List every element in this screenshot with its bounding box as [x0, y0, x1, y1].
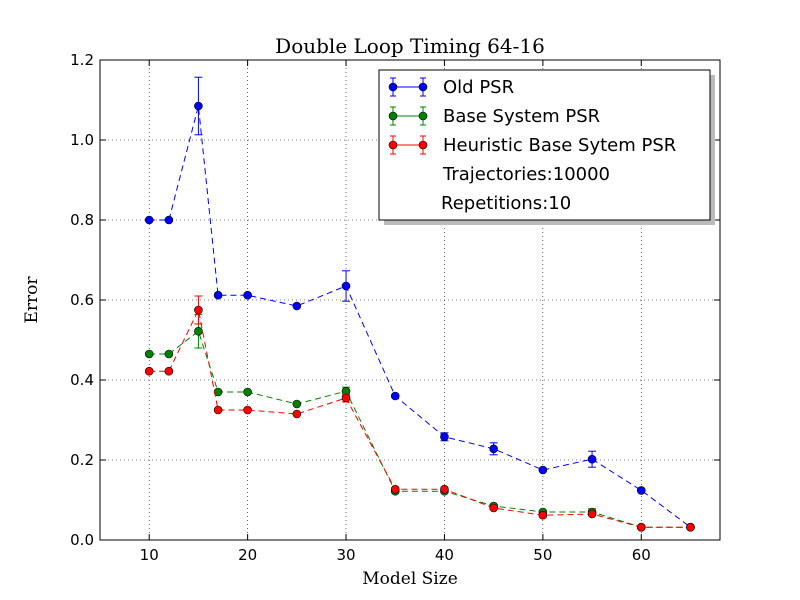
y-tick-label: 0.2 — [70, 451, 94, 469]
y-tick-label: 0.4 — [70, 371, 94, 389]
y-tick-label: 1.0 — [70, 131, 94, 149]
series-group — [144, 76, 695, 532]
data-point — [341, 281, 351, 291]
x-tick-label: 10 — [140, 546, 159, 564]
data-point — [636, 486, 646, 495]
data-point — [243, 290, 252, 300]
data-point — [164, 215, 174, 225]
data-point — [686, 522, 695, 532]
data-point — [489, 444, 498, 454]
legend-label: Old PSR — [443, 77, 514, 98]
data-point — [538, 465, 548, 475]
data-point — [390, 391, 400, 401]
legend-marker — [418, 111, 428, 121]
data-point — [243, 387, 252, 397]
series-line — [149, 105, 691, 528]
legend-marker — [418, 140, 428, 150]
data-point — [213, 290, 223, 300]
legend-marker — [388, 82, 398, 92]
y-tick-label: 0.0 — [70, 531, 94, 549]
legend-box — [378, 69, 711, 221]
legend-marker — [418, 82, 428, 92]
data-point — [587, 509, 597, 519]
data-point — [292, 301, 302, 311]
legend-marker — [388, 140, 398, 150]
legend-label: Heuristic Base Sytem PSR — [443, 135, 676, 156]
x-tick-label: 50 — [533, 546, 552, 564]
y-tick-label: 1.2 — [70, 51, 94, 69]
data-point — [194, 305, 203, 315]
data-point — [440, 432, 449, 442]
x-tick-label: 40 — [435, 546, 454, 564]
series-layer — [144, 76, 695, 532]
y-axis-label: Error — [22, 276, 42, 324]
data-point — [636, 522, 646, 532]
data-point — [538, 510, 548, 520]
data-point — [213, 405, 223, 415]
data-point — [194, 101, 203, 111]
legend-note-trajectories: Trajectories:10000 — [442, 164, 610, 185]
data-point — [292, 399, 302, 409]
data-point — [144, 349, 154, 359]
chart-title: Double Loop Timing 64-16 — [275, 34, 545, 58]
data-point — [440, 484, 449, 494]
ticks: 10 20 30 40 50 60 0.0 0.2 0.4 0.6 0.8 1.0 1.2 — [70, 51, 720, 564]
series-line — [149, 330, 691, 528]
y-tick-label: 0.6 — [70, 291, 94, 309]
x-tick-label: 20 — [238, 546, 257, 564]
y-tick-label: 0.8 — [70, 211, 94, 229]
x-tick-label: 30 — [336, 546, 355, 564]
legend-marker — [388, 111, 398, 121]
data-point — [489, 503, 498, 513]
data-point — [243, 405, 252, 415]
series-line — [149, 308, 691, 528]
data-point — [144, 215, 154, 225]
x-axis-label: Model Size — [362, 569, 458, 589]
data-point — [164, 366, 174, 376]
data-point — [194, 326, 203, 336]
data-point — [587, 454, 597, 464]
x-tick-label: 60 — [632, 546, 651, 564]
legend-note-repetitions: Repetitions:10 — [441, 193, 571, 214]
data-point — [341, 393, 351, 403]
legend: Old PSR Base System PSR Heuristic Base Syt… — [378, 69, 715, 225]
data-point — [390, 484, 400, 494]
legend-label: Base System PSR — [443, 106, 600, 127]
legend-entries: Old PSR Base System PSR Heuristic Base Syt… — [388, 77, 676, 156]
data-point — [292, 409, 302, 419]
data-point — [164, 349, 174, 359]
data-point — [144, 366, 154, 376]
series-group — [144, 295, 695, 532]
